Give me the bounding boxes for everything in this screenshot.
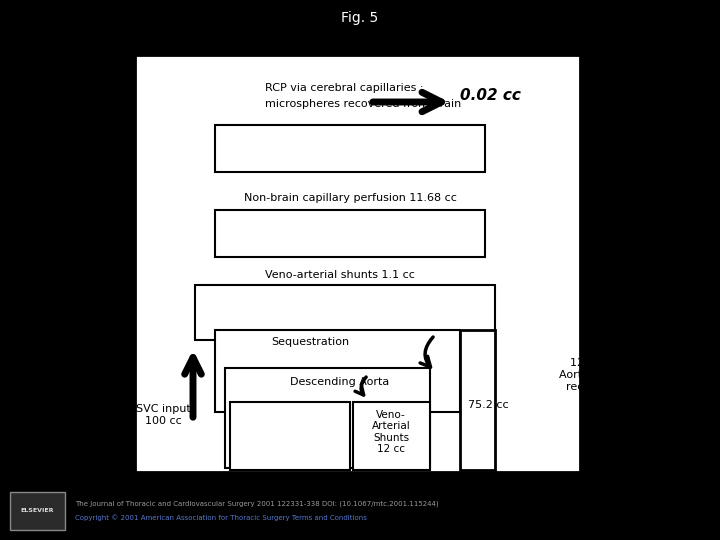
- Text: 0.02 cc: 0.02 cc: [460, 89, 521, 104]
- Text: microspheres recovered from brain: microspheres recovered from brain: [265, 99, 462, 109]
- Text: Veno-
Arterial
Shunts
12 cc: Veno- Arterial Shunts 12 cc: [372, 410, 410, 454]
- Text: RCP via cerebral capillaries :: RCP via cerebral capillaries :: [265, 83, 423, 93]
- Text: Sequestration: Sequestration: [271, 337, 349, 347]
- Bar: [230, 402, 350, 470]
- Text: SVC input
100 cc: SVC input 100 cc: [135, 404, 190, 426]
- Bar: [460, 330, 495, 470]
- Bar: [225, 368, 430, 468]
- Text: Veno-arterial shunts 1.1 cc: Veno-arterial shunts 1.1 cc: [265, 270, 415, 280]
- Bar: [135, 55, 580, 472]
- Bar: [215, 330, 460, 412]
- Text: Non-brain capillary perfusion 11.68 cc: Non-brain capillary perfusion 11.68 cc: [243, 193, 456, 203]
- Bar: [215, 210, 485, 257]
- Text: The Journal of Thoracic and Cardiovascular Surgery 2001 122331-338 DOI: (10.1067: The Journal of Thoracic and Cardiovascul…: [75, 501, 438, 507]
- Text: Fig. 5: Fig. 5: [341, 11, 379, 25]
- Text: 12.8 cc
Aortic Arch
recovery: 12.8 cc Aortic Arch recovery: [559, 359, 621, 392]
- Text: Copyright © 2001 American Association for Thoracic Surgery Terms and Conditions: Copyright © 2001 American Association fo…: [75, 515, 367, 521]
- Text: ELSEVIER: ELSEVIER: [20, 509, 54, 514]
- Bar: [353, 402, 430, 470]
- Bar: [10, 492, 65, 530]
- Text: Descending Aorta: Descending Aorta: [290, 377, 390, 387]
- Bar: [195, 285, 495, 340]
- Text: 75.2 cc: 75.2 cc: [468, 400, 508, 410]
- Bar: [215, 125, 485, 172]
